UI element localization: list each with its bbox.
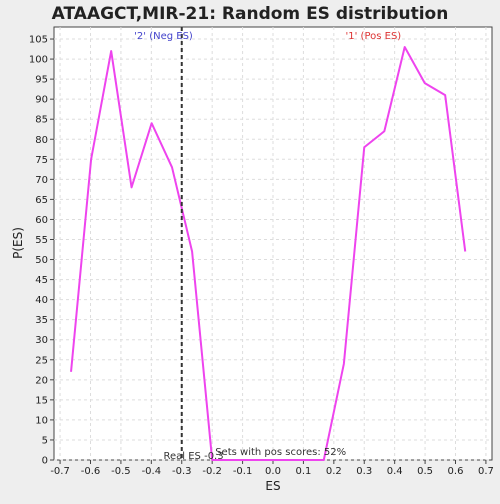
x-tick-label: -0.2	[202, 466, 222, 477]
neg-es-label: '2' (Neg ES)	[134, 31, 193, 42]
y-tick-label: 25	[35, 355, 48, 366]
x-tick-label: -0.7	[50, 466, 70, 477]
y-tick-label: 20	[35, 375, 48, 386]
axes: -0.7 -0.6 -0.5 -0.4 -0.3 -0.2 -0.1 0.0 0.1 0.2 0.3…	[29, 35, 494, 477]
y-tick-label: 100	[29, 55, 48, 66]
y-tick-label: 105	[29, 35, 48, 46]
x-tick-label: -0.1	[233, 466, 253, 477]
y-tick-label: 5	[42, 435, 48, 446]
y-axis-title: P(ES)	[11, 227, 25, 259]
x-tick-label: 0.1	[295, 466, 311, 477]
x-tick-label: 0.4	[387, 466, 403, 477]
y-tick-label: 45	[35, 275, 48, 286]
x-tick-label: 0.2	[326, 466, 342, 477]
y-tick-label: 0	[42, 456, 48, 467]
x-tick-label: 0.7	[478, 466, 494, 477]
y-tick-label: 55	[35, 235, 48, 246]
x-tick-label: -0.6	[81, 466, 101, 477]
y-tick-label: 90	[35, 95, 48, 106]
y-tick-label: 80	[35, 135, 48, 146]
x-tick-label: 0.6	[448, 466, 464, 477]
x-tick-label: -0.4	[142, 466, 162, 477]
y-tick-label: 95	[35, 75, 48, 86]
y-tick-label: 70	[35, 175, 48, 186]
grid-lines	[54, 27, 492, 461]
y-tick-label: 40	[35, 295, 48, 306]
y-tick-label: 85	[35, 115, 48, 126]
y-tick-label: 10	[35, 415, 48, 426]
pos-scores-label: Sets with pos scores: 52%	[215, 447, 346, 458]
x-axis-title: ES	[265, 479, 280, 493]
annotations: '2' (Neg ES) '1' (Pos ES) Real ES -0.3 S…	[134, 31, 401, 462]
y-tick-label: 75	[35, 155, 48, 166]
series-line	[70, 46, 467, 461]
y-tick-label: 35	[35, 315, 48, 326]
x-tick-label: -0.3	[172, 466, 192, 477]
real-es-label: Real ES -0.3	[164, 451, 224, 462]
y-tick-label: 60	[35, 215, 48, 226]
pos-es-label: '1' (Pos ES)	[346, 31, 402, 42]
x-tick-label: 0.0	[265, 466, 281, 477]
chart-title: ATAAGCT,MIR-21: Random ES distribution	[52, 4, 449, 24]
y-tick-label: 65	[35, 195, 48, 206]
x-tick-label: 0.3	[356, 466, 372, 477]
y-tick-label: 30	[35, 335, 48, 346]
y-tick-label: 15	[35, 395, 48, 406]
y-tick-label: 50	[35, 255, 48, 266]
x-tick-label: -0.5	[111, 466, 131, 477]
series-layer	[70, 27, 467, 461]
x-tick-label: 0.5	[417, 466, 433, 477]
